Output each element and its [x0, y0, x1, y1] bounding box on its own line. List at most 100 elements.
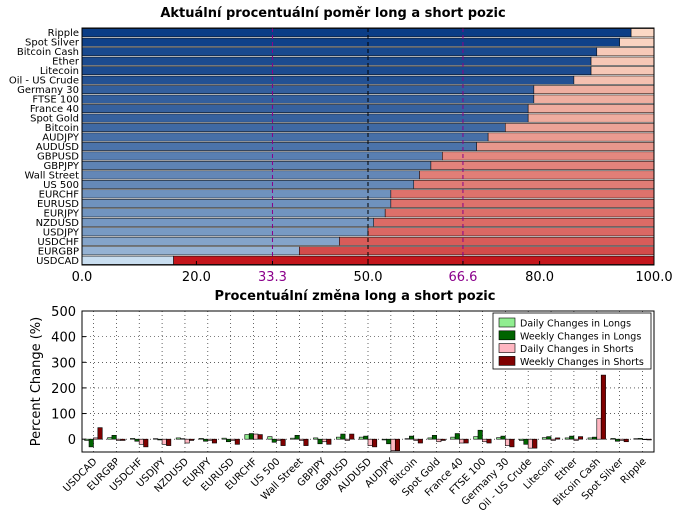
long-bar: [81, 85, 535, 95]
short-bar: [590, 56, 655, 66]
change-bar: [390, 438, 396, 452]
change-bar: [358, 436, 364, 440]
category-label: AUDJPY: [42, 133, 80, 144]
change-bar: [130, 438, 136, 440]
change-bar: [486, 438, 492, 444]
change-bar: [299, 438, 305, 441]
category-label: Bitcoin: [45, 123, 79, 134]
change-bar: [642, 438, 648, 440]
x-tick-label: 100.0: [635, 270, 672, 285]
change-bar: [500, 435, 506, 440]
change-bar: [221, 437, 227, 440]
change-bar: [226, 438, 232, 443]
change-bar: [276, 438, 282, 441]
change-bar: [600, 374, 606, 440]
change-bar: [578, 436, 584, 440]
change-bar: [386, 438, 392, 445]
change-bar: [450, 436, 456, 440]
change-bar: [587, 437, 593, 440]
plot-frame: [81, 310, 655, 453]
short-bar: [299, 246, 655, 256]
change-bar: [143, 438, 149, 448]
y-axis-label: Percent Change (%): [29, 317, 44, 446]
long-bar: [81, 189, 392, 199]
legend-entry: Weekly Changes in Shorts: [520, 357, 644, 368]
change-bar: [404, 438, 410, 440]
change-bar: [198, 438, 204, 440]
long-bar: [81, 113, 529, 123]
y-tick-label: 200: [51, 382, 76, 397]
short-bar: [533, 85, 655, 95]
short-bar: [430, 161, 655, 170]
y-tick-label: 0: [68, 433, 76, 448]
change-bar: [88, 438, 94, 448]
change-bar: [313, 437, 319, 440]
long-bar: [81, 47, 598, 57]
long-bar: [81, 66, 592, 76]
change-bar: [473, 436, 479, 440]
short-bar: [596, 47, 655, 57]
change-bar: [244, 434, 250, 440]
change-bar: [161, 438, 167, 445]
short-bar: [573, 75, 655, 85]
change-bar: [138, 438, 144, 445]
short-bar: [173, 255, 655, 265]
long-bar: [81, 217, 374, 227]
change-bar: [555, 437, 561, 440]
short-bar: [419, 170, 655, 180]
short-bar: [442, 151, 655, 161]
long-bar: [81, 170, 420, 180]
percent-change-chart: USDCADEURGBPUSDCHFUSDJPYNZDUSDEURJPYEURU…: [29, 305, 655, 514]
y-tick-label: 100: [51, 408, 76, 423]
category-label: Wall Street: [25, 170, 80, 181]
change-bar: [610, 438, 616, 440]
change-bar: [463, 438, 469, 444]
change-bar: [271, 438, 277, 443]
category-label: GBPJPY: [43, 161, 79, 172]
change-bar: [619, 438, 625, 441]
change-bar: [509, 438, 515, 448]
legend-entry: Daily Changes in Longs: [520, 319, 631, 330]
change-bar: [477, 429, 483, 440]
legend-swatch: [498, 330, 516, 341]
change-bar: [211, 438, 217, 444]
long-bar: [81, 208, 386, 218]
x-tick-label: 0.0: [72, 270, 93, 285]
category-label: Spot Silver: [25, 38, 80, 49]
category-label: EURJPY: [44, 208, 80, 219]
category-label: Litecoin: [40, 66, 79, 77]
change-bar: [280, 438, 286, 446]
category-label: AUDUSD: [36, 142, 80, 153]
change-bar: [230, 438, 236, 441]
change-bar: [564, 437, 570, 440]
x-tick-label: 66.6: [448, 270, 477, 285]
change-bar: [623, 438, 629, 443]
change-bar: [519, 438, 525, 441]
change-bar: [496, 437, 502, 440]
change-bar: [550, 438, 556, 441]
change-bar: [440, 438, 446, 441]
short-bar: [476, 142, 655, 151]
long-bar: [81, 56, 592, 66]
change-bar: [614, 438, 620, 442]
legend-entry: Weekly Changes in Longs: [520, 331, 641, 342]
category-label: Oil - US Crude: [9, 76, 79, 87]
change-bar: [134, 438, 140, 442]
short-bar: [527, 113, 655, 123]
change-bar: [596, 418, 602, 440]
long-bar: [81, 198, 392, 208]
change-bar: [409, 435, 415, 440]
change-bar: [203, 438, 209, 442]
change-bar: [367, 438, 373, 446]
y-tick-label: 300: [51, 356, 76, 371]
short-bar: [373, 217, 655, 227]
long-bar: [81, 246, 300, 256]
change-bar: [646, 438, 652, 441]
short-bar: [390, 198, 655, 208]
change-bar: [381, 438, 387, 441]
category-label: US 500: [43, 180, 79, 191]
long-bar: [81, 151, 443, 161]
change-bar: [344, 438, 350, 441]
change-bar: [541, 437, 547, 440]
